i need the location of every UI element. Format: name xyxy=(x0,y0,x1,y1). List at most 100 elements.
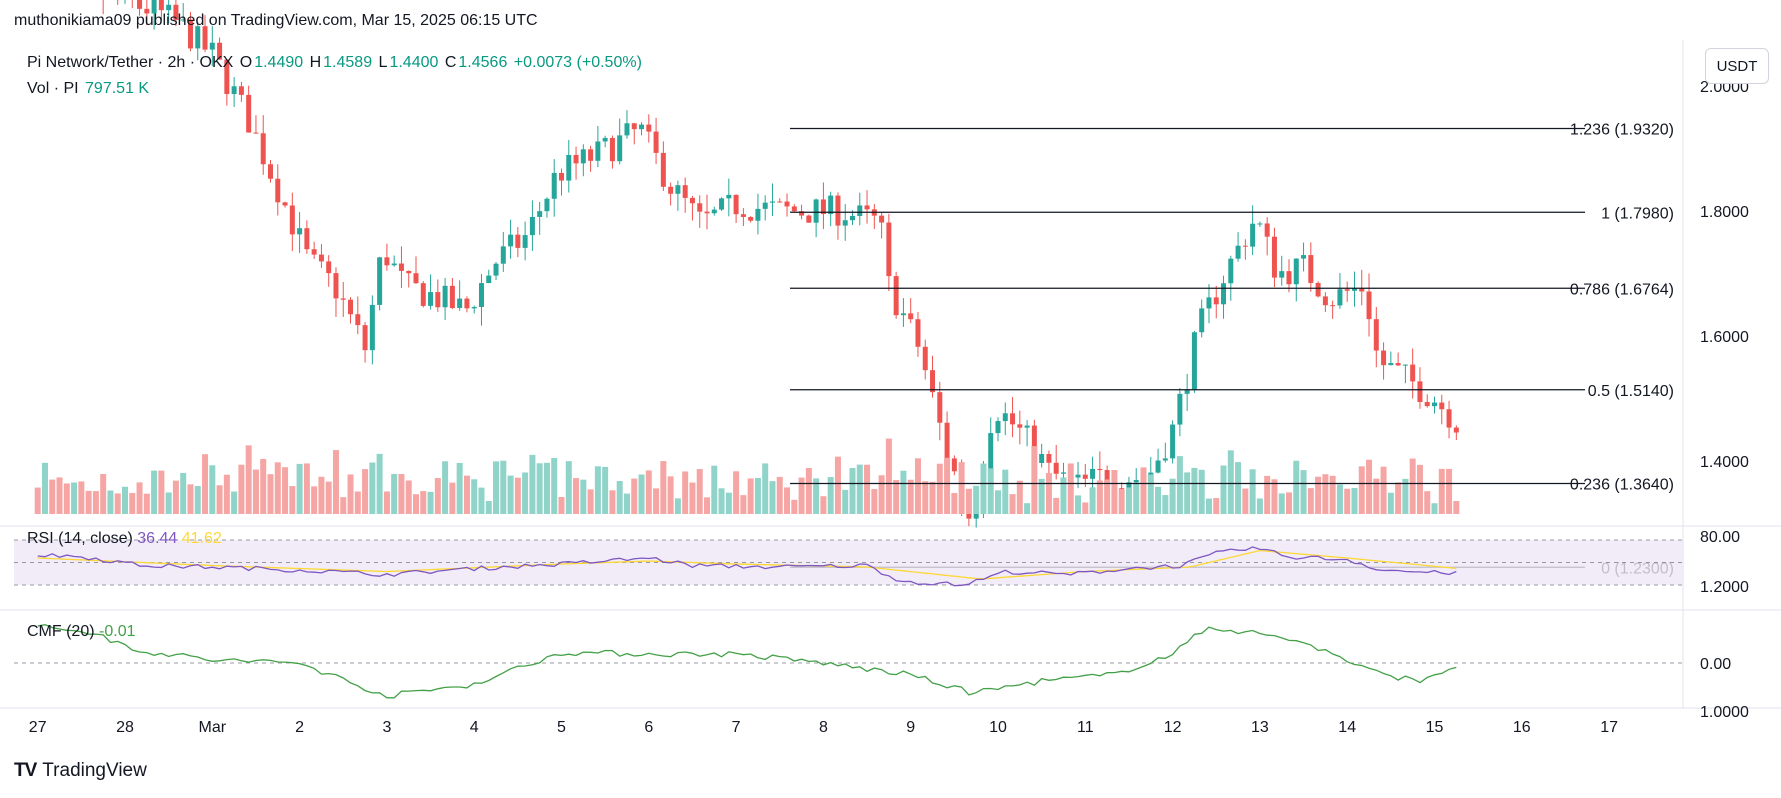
volume-bar xyxy=(1329,475,1336,514)
volume-bar xyxy=(1395,482,1402,514)
candle-body xyxy=(428,292,434,306)
open-label: O xyxy=(239,54,253,71)
volume-bar xyxy=(1358,466,1365,514)
volume-bar xyxy=(776,476,783,514)
candle-body xyxy=(1046,454,1052,463)
candle-body xyxy=(1286,271,1292,285)
volume-bar xyxy=(85,490,92,514)
volume-bar xyxy=(1111,470,1118,514)
volume-bar xyxy=(1402,478,1409,514)
candle-body xyxy=(784,201,790,207)
volume-bar xyxy=(1366,459,1373,514)
volume-bar xyxy=(893,480,900,514)
candle-body xyxy=(551,172,557,199)
candle-body xyxy=(158,0,164,11)
volume-bar xyxy=(1336,484,1343,514)
volume-bar xyxy=(587,489,594,514)
volume-bar xyxy=(1133,482,1140,514)
candle-body xyxy=(842,220,848,226)
candle-body xyxy=(930,370,936,393)
volume-bar xyxy=(907,479,914,514)
volume-bar xyxy=(107,490,114,514)
volume-bar xyxy=(289,486,296,514)
candle-body xyxy=(406,270,412,274)
volume-bar xyxy=(987,468,994,514)
candle-body xyxy=(355,314,361,326)
volume-bar xyxy=(383,491,390,514)
price-tick-label: 1.8000 xyxy=(1700,204,1749,221)
volume-bar xyxy=(1431,503,1438,514)
volume-bar xyxy=(805,467,812,514)
volume-bar xyxy=(1453,501,1460,514)
candle-body xyxy=(951,458,957,472)
candle-body xyxy=(791,206,797,212)
candle-body xyxy=(413,273,419,284)
volume-bar xyxy=(1104,479,1111,514)
volume-bar xyxy=(900,470,907,514)
candle-body xyxy=(304,228,310,250)
candle-body xyxy=(777,201,783,203)
volume-bar xyxy=(485,500,492,514)
volume-bar xyxy=(347,474,354,514)
candle-body xyxy=(1177,393,1183,425)
volume-bar xyxy=(252,469,259,514)
volume-bar xyxy=(682,471,689,514)
candle-body xyxy=(260,133,266,165)
x-axis-tick-label: 28 xyxy=(116,719,134,736)
volume-bar xyxy=(165,492,172,514)
volume-bar xyxy=(223,474,230,514)
currency-button[interactable]: USDT xyxy=(1705,48,1769,84)
volume-bar xyxy=(1220,465,1227,514)
volume-bar xyxy=(922,481,929,514)
volume-bar xyxy=(1045,473,1052,514)
candle-body xyxy=(748,216,754,221)
volume-bar xyxy=(754,477,761,514)
volume-bar xyxy=(114,493,121,514)
volume-bar xyxy=(667,476,674,514)
rsi-label[interactable]: RSI (14, close) xyxy=(27,530,133,547)
candle-body xyxy=(1417,381,1423,402)
candle-body xyxy=(1264,223,1270,237)
cmf-label[interactable]: CMF (20) xyxy=(27,623,95,640)
volume-bar xyxy=(1409,458,1416,514)
volume-bar xyxy=(1176,456,1183,514)
candle-body xyxy=(1381,350,1387,366)
candle-body xyxy=(886,222,892,277)
volume-bar xyxy=(303,463,310,514)
volume-bar xyxy=(842,489,849,514)
candle-body xyxy=(1301,255,1307,259)
volume-bar xyxy=(202,454,209,514)
candle-body xyxy=(653,131,659,153)
volume-bar xyxy=(78,481,85,514)
candle-body xyxy=(617,135,623,162)
x-axis-tick-label: 9 xyxy=(906,719,915,736)
candle-body xyxy=(166,4,172,11)
volume-bar xyxy=(973,485,980,514)
volume-bar xyxy=(1446,468,1453,514)
symbol-name[interactable]: Pi Network/Tether · 2h · OKX xyxy=(27,54,234,71)
volume-bar xyxy=(158,470,165,514)
price-tick-label: 1.4000 xyxy=(1700,454,1749,471)
volume-label[interactable]: Vol · PI xyxy=(27,80,79,97)
volume-bar xyxy=(1155,486,1162,514)
volume-bar xyxy=(1002,469,1009,514)
x-axis-tick-label: 16 xyxy=(1513,719,1531,736)
volume-bar xyxy=(813,478,820,514)
footer-brand[interactable]: TV TradingView xyxy=(14,760,147,782)
volume-bar xyxy=(478,487,485,514)
x-axis-tick-label: 7 xyxy=(732,719,741,736)
candle-body xyxy=(799,211,805,216)
candle-body xyxy=(740,214,746,217)
candle-body xyxy=(384,257,390,266)
cmf-legend: CMF (20) -0.01 xyxy=(27,623,135,641)
candle-body xyxy=(1097,468,1103,471)
volume-bar xyxy=(56,477,63,514)
volume-bar xyxy=(318,476,325,514)
volume-bar xyxy=(1249,469,1256,514)
volume-bar xyxy=(1191,467,1198,514)
volume-bar xyxy=(129,493,136,514)
candle-body xyxy=(333,273,339,299)
volume-bar xyxy=(1089,487,1096,514)
rsi-legend: RSI (14, close) 36.44 41.62 xyxy=(27,530,222,548)
